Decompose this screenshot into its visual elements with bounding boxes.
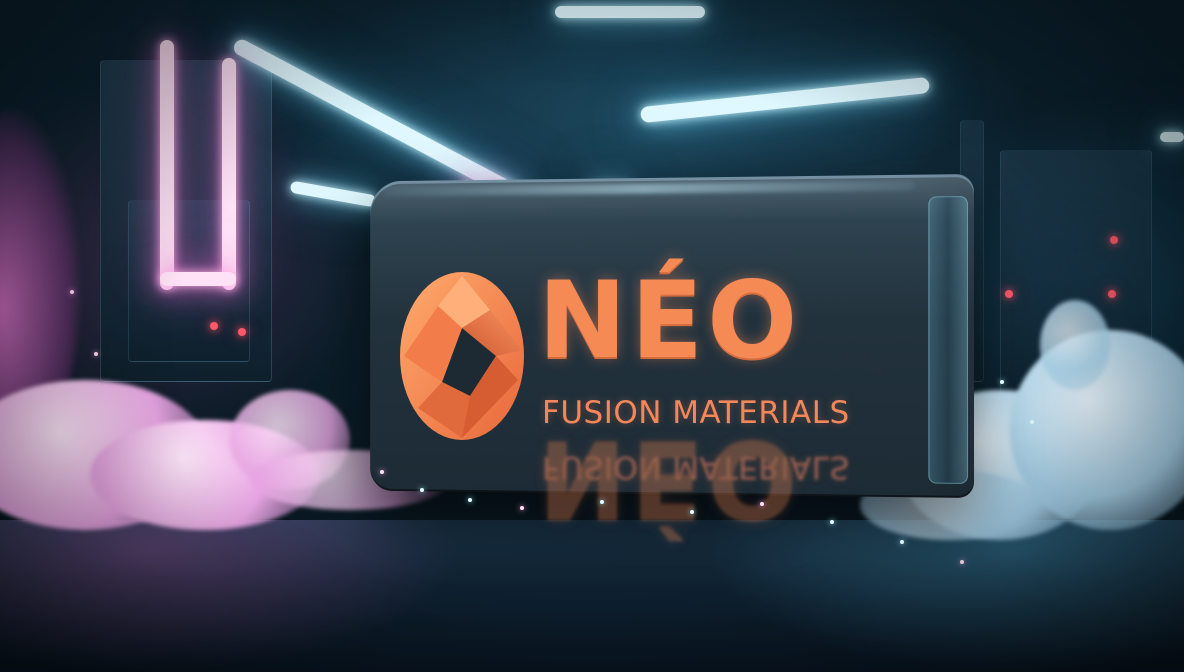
neon-tube-left-bend bbox=[160, 272, 236, 286]
indicator-light bbox=[238, 328, 246, 336]
sign-end-cap bbox=[928, 196, 968, 484]
sparkle bbox=[70, 290, 74, 294]
sign-top-highlight bbox=[383, 181, 915, 197]
indicator-light bbox=[1110, 236, 1118, 244]
sparkle bbox=[468, 498, 472, 502]
neon-tube-left-b bbox=[222, 58, 236, 290]
indicator-light bbox=[1108, 290, 1116, 298]
brand-tagline: FUSION MATERIALS bbox=[542, 398, 850, 429]
ceiling-light-right bbox=[1160, 132, 1184, 142]
sparkle bbox=[520, 506, 524, 510]
floor-glow-cyan bbox=[704, 520, 1184, 672]
ceiling-light-top bbox=[555, 6, 705, 18]
sparkle bbox=[94, 352, 98, 356]
neon-tube-left-a bbox=[160, 40, 174, 290]
faceted-diamond-emblem-icon bbox=[398, 270, 526, 442]
sparkle bbox=[1000, 380, 1004, 384]
indicator-light bbox=[210, 322, 218, 330]
sparkle bbox=[600, 500, 604, 504]
sparkle bbox=[900, 540, 904, 544]
floor-glow-pink bbox=[0, 520, 460, 672]
sparkle bbox=[420, 488, 424, 492]
sparkle bbox=[830, 520, 834, 524]
brand-name: NÉO bbox=[538, 268, 801, 374]
cyan-foam-cloud bbox=[1040, 300, 1110, 390]
sparkle bbox=[760, 502, 764, 506]
sparkle bbox=[690, 510, 694, 514]
sparkle bbox=[1030, 420, 1034, 424]
sparkle bbox=[380, 470, 384, 474]
sparkle bbox=[960, 560, 964, 564]
indicator-light bbox=[1005, 290, 1013, 298]
